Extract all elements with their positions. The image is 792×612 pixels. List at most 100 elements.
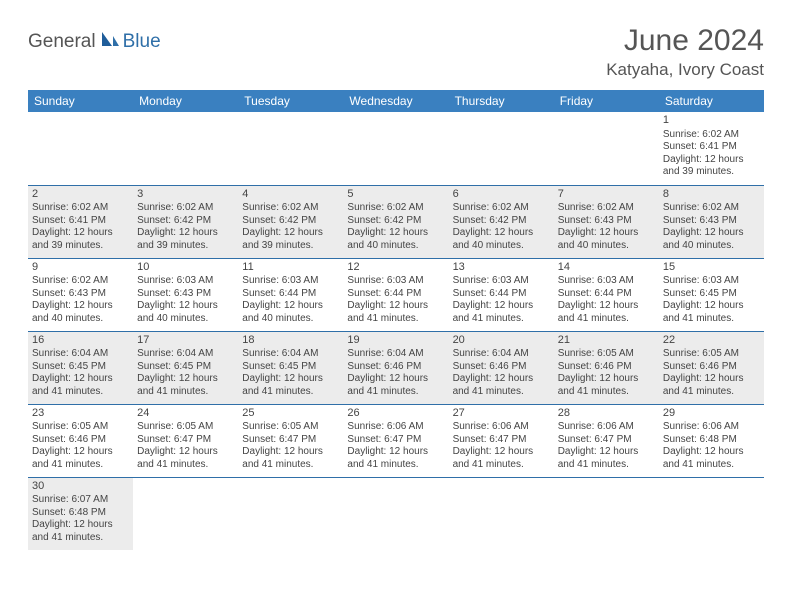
day-info-line: Daylight: 12 hours [663, 154, 760, 167]
day-header-row: Sunday Monday Tuesday Wednesday Thursday… [28, 90, 764, 112]
calendar-day-cell: 6Sunrise: 6:02 AMSunset: 6:42 PMDaylight… [449, 185, 554, 258]
day-info-line: and 39 minutes. [137, 240, 234, 253]
calendar-day-cell: 12Sunrise: 6:03 AMSunset: 6:44 PMDayligh… [343, 258, 448, 331]
calendar-empty-cell [659, 477, 764, 550]
day-info-line: Daylight: 12 hours [32, 300, 129, 313]
day-info-line: Daylight: 12 hours [663, 446, 760, 459]
day-number: 7 [558, 188, 655, 202]
day-info-line: Sunset: 6:47 PM [453, 434, 550, 447]
day-info-line: and 39 minutes. [242, 240, 339, 253]
calendar-empty-cell [449, 112, 554, 185]
calendar-empty-cell [343, 477, 448, 550]
day-info-line: Sunrise: 6:04 AM [242, 348, 339, 361]
calendar-empty-cell [554, 477, 659, 550]
day-info-line: Sunset: 6:45 PM [32, 361, 129, 374]
day-info-line: and 41 minutes. [32, 532, 129, 545]
day-info-line: Sunrise: 6:03 AM [137, 275, 234, 288]
day-info-line: Sunrise: 6:02 AM [347, 202, 444, 215]
calendar-day-cell: 14Sunrise: 6:03 AMSunset: 6:44 PMDayligh… [554, 258, 659, 331]
day-info-line: Sunrise: 6:02 AM [32, 275, 129, 288]
day-info-line: Daylight: 12 hours [663, 227, 760, 240]
calendar-day-cell: 17Sunrise: 6:04 AMSunset: 6:45 PMDayligh… [133, 331, 238, 404]
day-info-line: Daylight: 12 hours [558, 446, 655, 459]
day-info-line: and 41 minutes. [663, 386, 760, 399]
calendar-day-cell: 23Sunrise: 6:05 AMSunset: 6:46 PMDayligh… [28, 404, 133, 477]
calendar-day-cell: 22Sunrise: 6:05 AMSunset: 6:46 PMDayligh… [659, 331, 764, 404]
calendar-empty-cell [238, 477, 343, 550]
calendar-day-cell: 26Sunrise: 6:06 AMSunset: 6:47 PMDayligh… [343, 404, 448, 477]
calendar-day-cell: 11Sunrise: 6:03 AMSunset: 6:44 PMDayligh… [238, 258, 343, 331]
calendar-day-cell: 21Sunrise: 6:05 AMSunset: 6:46 PMDayligh… [554, 331, 659, 404]
day-info-line: Sunset: 6:48 PM [663, 434, 760, 447]
day-info-line: Daylight: 12 hours [137, 227, 234, 240]
day-info-line: Sunrise: 6:07 AM [32, 494, 129, 507]
day-info-line: and 39 minutes. [32, 240, 129, 253]
day-info-line: Daylight: 12 hours [137, 446, 234, 459]
day-info-line: and 41 minutes. [242, 386, 339, 399]
day-info-line: and 40 minutes. [32, 313, 129, 326]
day-info-line: Daylight: 12 hours [558, 227, 655, 240]
day-info-line: Sunset: 6:43 PM [663, 215, 760, 228]
calendar-week-row: 1Sunrise: 6:02 AMSunset: 6:41 PMDaylight… [28, 112, 764, 185]
day-info-line: Sunrise: 6:04 AM [32, 348, 129, 361]
header: General Blue June 2024 Katyaha, Ivory Co… [28, 24, 764, 80]
calendar-day-cell: 29Sunrise: 6:06 AMSunset: 6:48 PMDayligh… [659, 404, 764, 477]
day-number: 30 [32, 480, 129, 494]
day-number: 2 [32, 188, 129, 202]
day-info-line: and 41 minutes. [137, 386, 234, 399]
day-info-line: Daylight: 12 hours [558, 373, 655, 386]
day-info-line: Sunrise: 6:03 AM [663, 275, 760, 288]
day-info-line: Daylight: 12 hours [347, 300, 444, 313]
day-info-line: Sunrise: 6:02 AM [663, 129, 760, 142]
day-info-line: Daylight: 12 hours [453, 227, 550, 240]
day-info-line: and 41 minutes. [347, 386, 444, 399]
calendar-table: Sunday Monday Tuesday Wednesday Thursday… [28, 90, 764, 550]
day-number: 26 [347, 407, 444, 421]
title-block: June 2024 Katyaha, Ivory Coast [606, 24, 764, 80]
day-info-line: Sunset: 6:42 PM [453, 215, 550, 228]
day-info-line: Daylight: 12 hours [242, 446, 339, 459]
day-info-line: Sunrise: 6:02 AM [242, 202, 339, 215]
day-info-line: Daylight: 12 hours [32, 373, 129, 386]
day-info-line: Daylight: 12 hours [242, 300, 339, 313]
calendar-day-cell: 20Sunrise: 6:04 AMSunset: 6:46 PMDayligh… [449, 331, 554, 404]
day-info-line: and 41 minutes. [453, 459, 550, 472]
calendar-day-cell: 7Sunrise: 6:02 AMSunset: 6:43 PMDaylight… [554, 185, 659, 258]
day-info-line: Sunset: 6:41 PM [663, 141, 760, 154]
day-info-line: and 40 minutes. [347, 240, 444, 253]
day-number: 28 [558, 407, 655, 421]
day-info-line: Daylight: 12 hours [347, 373, 444, 386]
day-info-line: and 41 minutes. [32, 459, 129, 472]
day-info-line: Sunset: 6:48 PM [32, 507, 129, 520]
day-header: Monday [133, 90, 238, 112]
day-info-line: Sunset: 6:43 PM [32, 288, 129, 301]
calendar-day-cell: 30Sunrise: 6:07 AMSunset: 6:48 PMDayligh… [28, 477, 133, 550]
day-number: 9 [32, 261, 129, 275]
day-info-line: and 41 minutes. [347, 313, 444, 326]
day-info-line: and 41 minutes. [663, 459, 760, 472]
day-number: 12 [347, 261, 444, 275]
day-number: 5 [347, 188, 444, 202]
day-info-line: Sunset: 6:47 PM [558, 434, 655, 447]
day-info-line: Daylight: 12 hours [347, 227, 444, 240]
day-info-line: Sunrise: 6:05 AM [32, 421, 129, 434]
day-info-line: Daylight: 12 hours [453, 373, 550, 386]
day-info-line: Sunrise: 6:02 AM [32, 202, 129, 215]
day-info-line: Sunset: 6:43 PM [137, 288, 234, 301]
day-info-line: Sunset: 6:45 PM [137, 361, 234, 374]
calendar-empty-cell [554, 112, 659, 185]
calendar-day-cell: 16Sunrise: 6:04 AMSunset: 6:45 PMDayligh… [28, 331, 133, 404]
calendar-week-row: 30Sunrise: 6:07 AMSunset: 6:48 PMDayligh… [28, 477, 764, 550]
day-number: 17 [137, 334, 234, 348]
calendar-empty-cell [449, 477, 554, 550]
day-number: 18 [242, 334, 339, 348]
day-info-line: and 40 minutes. [558, 240, 655, 253]
calendar-week-row: 9Sunrise: 6:02 AMSunset: 6:43 PMDaylight… [28, 258, 764, 331]
day-info-line: Sunrise: 6:06 AM [453, 421, 550, 434]
day-info-line: Daylight: 12 hours [242, 373, 339, 386]
day-number: 19 [347, 334, 444, 348]
calendar-empty-cell [28, 112, 133, 185]
day-info-line: Daylight: 12 hours [32, 446, 129, 459]
calendar-day-cell: 27Sunrise: 6:06 AMSunset: 6:47 PMDayligh… [449, 404, 554, 477]
day-info-line: and 41 minutes. [558, 459, 655, 472]
